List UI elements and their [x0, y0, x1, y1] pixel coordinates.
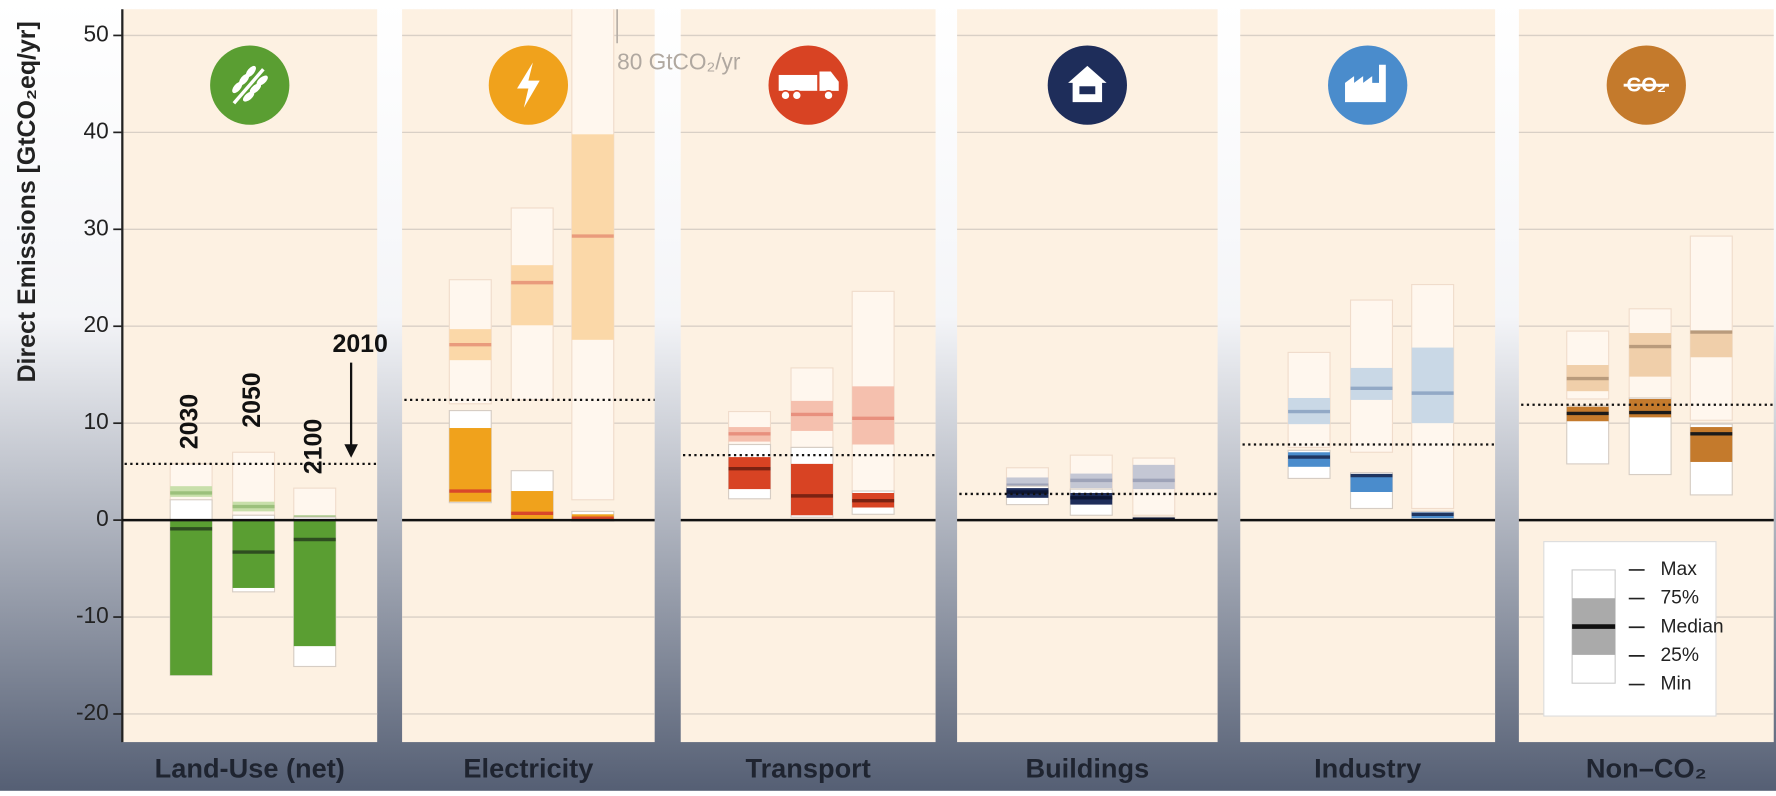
- box-iqr: [1006, 477, 1049, 489]
- year-label: 2050: [238, 372, 266, 427]
- legend-label: Max: [1660, 559, 1697, 580]
- icon-glyph: [791, 89, 803, 101]
- box-iqr: [852, 386, 895, 445]
- y-tick-label: 0: [96, 505, 109, 531]
- box-iqr: [1288, 452, 1331, 467]
- icon-glyph: [780, 89, 791, 101]
- category-label: Non–CO₂: [1586, 753, 1707, 784]
- annotation: 80 GtCO₂/yr: [617, 49, 741, 75]
- box-iqr: [1690, 331, 1733, 358]
- box-iqr: [728, 457, 771, 490]
- icon-glyph: [1345, 64, 1386, 103]
- icon-glyph: [819, 71, 839, 91]
- icon-glyph: [232, 68, 265, 105]
- y-tick-label: 20: [84, 311, 109, 337]
- icon-glyph: [256, 75, 268, 86]
- reference-arrow-head: [344, 444, 358, 458]
- box-iqr: [1350, 474, 1393, 493]
- category-label: Buildings: [1025, 753, 1149, 784]
- icon-glyph: [249, 83, 262, 94]
- plot-area: [169, 9, 1733, 676]
- icon-glyph: [1079, 86, 1096, 95]
- box-iqr: [1350, 367, 1393, 400]
- y-tick-label: 10: [84, 408, 109, 434]
- y-tick-label: -20: [76, 699, 109, 725]
- box-whisker: [1689, 235, 1733, 421]
- box-iqr: [232, 520, 275, 588]
- icon-glyph: [242, 91, 255, 102]
- y-tick-label: 40: [84, 117, 109, 143]
- y-tick-label: 30: [84, 214, 109, 240]
- year-label: 2030: [176, 394, 204, 449]
- box-iqr: [1629, 398, 1672, 418]
- category-label: Land-Use (net): [155, 753, 345, 784]
- icon-glyph: [1068, 65, 1107, 103]
- panel: [957, 9, 1218, 743]
- icon-glyph: [778, 74, 818, 91]
- box-iqr: [170, 521, 213, 676]
- legend-label: 75%: [1660, 588, 1699, 609]
- icon-glyph: [823, 89, 834, 101]
- box-iqr: [791, 463, 833, 516]
- y-tick-label: -10: [76, 602, 109, 628]
- box-iqr: [1132, 464, 1175, 490]
- box-iqr: [1629, 333, 1672, 377]
- category-label: Transport: [745, 753, 870, 784]
- icon-glyph: [245, 65, 256, 78]
- category-label: Industry: [1314, 753, 1421, 784]
- y-axis-label: Direct Emissions [GtCO₂eq/yr]: [13, 21, 41, 382]
- legend-label: Min: [1660, 674, 1691, 695]
- year-label: 2100: [299, 419, 327, 474]
- legend-label: 25%: [1660, 645, 1699, 666]
- box-iqr: [1411, 347, 1454, 424]
- category-label: Electricity: [463, 753, 593, 784]
- icon-glyph: [517, 62, 540, 108]
- reference-year-label: 2010: [332, 330, 387, 358]
- legend-label: Median: [1660, 616, 1723, 637]
- box-iqr: [511, 265, 554, 326]
- y-tick-label: 50: [84, 20, 109, 46]
